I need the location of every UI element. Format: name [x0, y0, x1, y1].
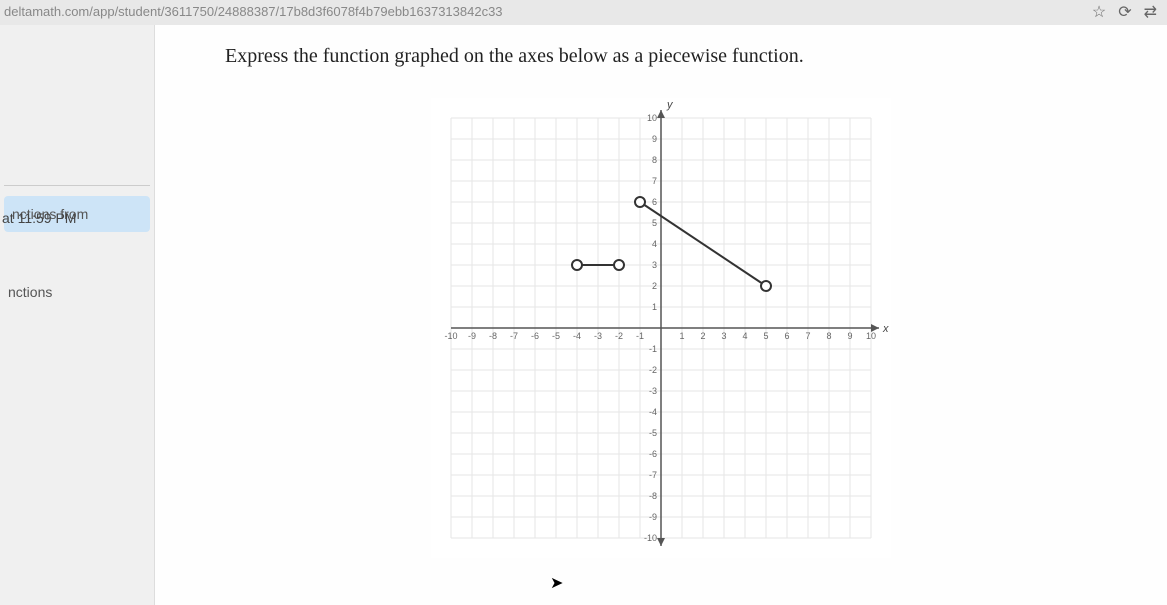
svg-text:x: x — [882, 323, 889, 335]
svg-text:-9: -9 — [649, 512, 657, 522]
url-bar: deltamath.com/app/student/3611750/248883… — [0, 2, 507, 21]
svg-text:-8: -8 — [649, 491, 657, 501]
sidebar-item-1[interactable]: nctions — [0, 274, 154, 310]
svg-text:1: 1 — [679, 331, 684, 341]
svg-text:10: 10 — [866, 331, 876, 341]
svg-text:4: 4 — [742, 331, 747, 341]
svg-text:-2: -2 — [615, 331, 623, 341]
svg-text:3: 3 — [721, 331, 726, 341]
svg-text:-10: -10 — [444, 331, 457, 341]
svg-text:-7: -7 — [649, 470, 657, 480]
svg-text:7: 7 — [805, 331, 810, 341]
sidebar: at 11:59 PM nctions fromnctions — [0, 25, 155, 605]
cursor-icon: ➤ — [550, 573, 563, 593]
svg-text:-9: -9 — [468, 331, 476, 341]
svg-text:-3: -3 — [594, 331, 602, 341]
svg-text:2: 2 — [700, 331, 705, 341]
extension-icon-2[interactable]: ⇄ — [1144, 2, 1157, 22]
main-area: at 11:59 PM nctions fromnctions Express … — [0, 25, 1167, 605]
svg-text:5: 5 — [763, 331, 768, 341]
svg-text:6: 6 — [784, 331, 789, 341]
svg-text:-2: -2 — [649, 365, 657, 375]
svg-text:-4: -4 — [649, 407, 657, 417]
due-time-label: at 11:59 PM — [0, 210, 76, 226]
svg-text:y: y — [666, 99, 674, 111]
question-title: Express the function graphed on the axes… — [225, 45, 1137, 68]
svg-text:-4: -4 — [573, 331, 581, 341]
svg-text:3: 3 — [652, 260, 657, 270]
svg-text:4: 4 — [652, 239, 657, 249]
svg-text:9: 9 — [847, 331, 852, 341]
sidebar-divider — [4, 185, 150, 186]
svg-text:-7: -7 — [510, 331, 518, 341]
svg-text:8: 8 — [826, 331, 831, 341]
svg-text:7: 7 — [652, 176, 657, 186]
svg-text:-5: -5 — [552, 331, 560, 341]
svg-text:1: 1 — [652, 302, 657, 312]
svg-text:-8: -8 — [489, 331, 497, 341]
star-icon[interactable]: ☆ — [1092, 2, 1106, 22]
browser-action-icons: ☆ ⟳ ⇄ — [1092, 2, 1157, 22]
svg-text:-10: -10 — [644, 533, 657, 543]
svg-text:-1: -1 — [636, 331, 644, 341]
content-area: Express the function graphed on the axes… — [155, 25, 1167, 605]
svg-text:9: 9 — [652, 134, 657, 144]
svg-text:-3: -3 — [649, 386, 657, 396]
svg-text:-6: -6 — [649, 449, 657, 459]
svg-text:-5: -5 — [649, 428, 657, 438]
svg-text:2: 2 — [652, 281, 657, 291]
coordinate-graph[interactable]: -10 -9 -8 -7 -6 -5 -4 -3 -2 -1 1 2 3 4 5 6 7 8 9 10 -10 -9 -8 -… — [431, 98, 891, 558]
extension-icon-1[interactable]: ⟳ — [1118, 2, 1131, 22]
svg-text:5: 5 — [652, 218, 657, 228]
svg-text:6: 6 — [652, 197, 657, 207]
svg-text:-1: -1 — [649, 344, 657, 354]
svg-text:-6: -6 — [531, 331, 539, 341]
svg-text:10: 10 — [647, 113, 657, 123]
svg-text:8: 8 — [652, 155, 657, 165]
graph-container: -10 -9 -8 -7 -6 -5 -4 -3 -2 -1 1 2 3 4 5 6 7 8 9 10 -10 -9 -8 -… — [185, 98, 1137, 558]
